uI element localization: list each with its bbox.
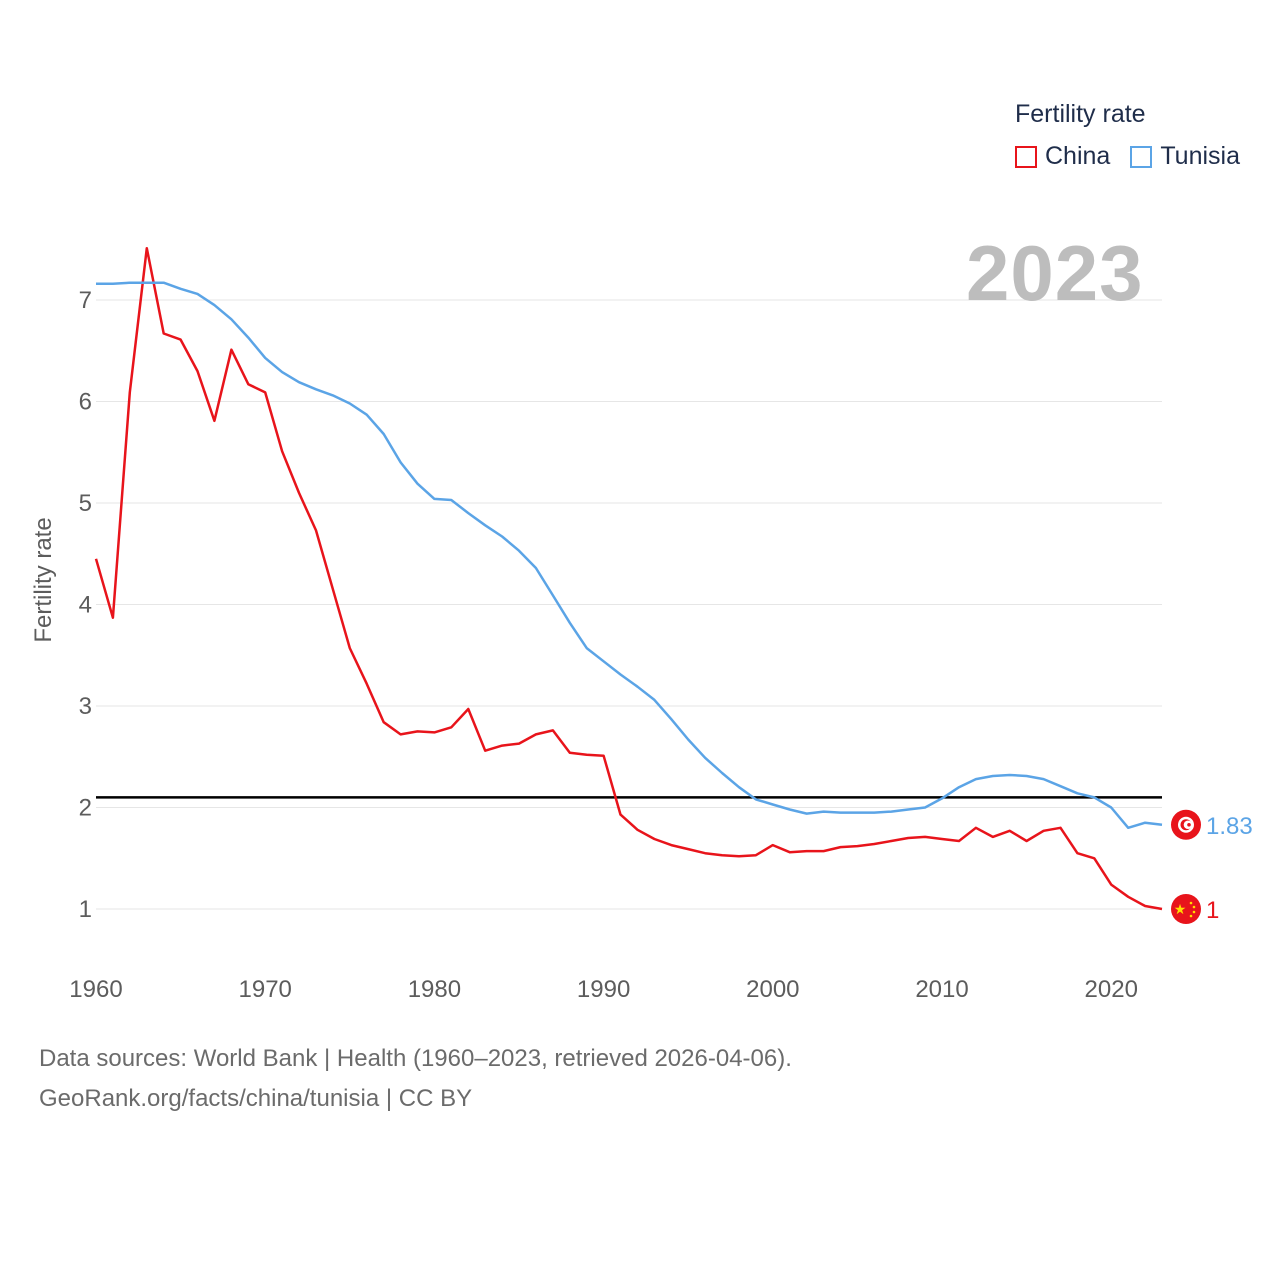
end-markers: ★ 1 1.83	[1171, 809, 1253, 924]
series-line-tunisia	[96, 281, 1163, 830]
x-tick-label-2000: 2000	[746, 976, 799, 1003]
x-tick-label-1960: 1960	[69, 976, 122, 1003]
y-tick-label-6: 6	[79, 389, 92, 416]
x-tick-label-1990: 1990	[577, 976, 630, 1003]
x-tick-label-1970: 1970	[239, 976, 292, 1003]
flag-china-small-star-3	[1189, 914, 1193, 918]
legend-swatch-tunisia	[1130, 145, 1153, 168]
legend-swatch-china	[1015, 145, 1037, 168]
legend-item-tunisia[interactable]: Tunisia	[1130, 142, 1240, 171]
x-tick-label-2010: 2010	[915, 976, 968, 1003]
y-axis-label: Fertility rate	[30, 517, 57, 642]
x-axis-ticks: 1960 1970 1980 1990 2000 2010 2020	[69, 976, 1138, 1003]
flag-china-star: ★	[1174, 901, 1187, 917]
flag-tunisia-star	[1187, 822, 1191, 827]
legend-item-china[interactable]: China	[1015, 142, 1110, 171]
y-tick-label-5: 5	[79, 490, 92, 517]
y-tick-label-7: 7	[79, 287, 92, 314]
legend-label-tunisia: Tunisia	[1160, 142, 1240, 170]
flag-china-small-star-1	[1192, 905, 1196, 909]
y-tick-label-2: 2	[79, 795, 92, 822]
y-tick-label-3: 3	[79, 693, 92, 720]
legend-label-china: China	[1045, 142, 1111, 170]
current-year-label: 2023	[966, 229, 1144, 317]
x-tick-label-1980: 1980	[408, 976, 461, 1003]
series-line-china	[94, 246, 1163, 911]
y-axis-ticks: 1 2 3 4 5 6 7	[79, 287, 92, 923]
y-tick-label-1: 1	[79, 896, 92, 923]
source-line-2[interactable]: GeoRank.org/facts/china/tunisia | CC BY	[39, 1085, 473, 1112]
flag-china-small-star-2	[1192, 910, 1196, 914]
x-tick-label-2020: 2020	[1085, 976, 1138, 1003]
source-line-1: Data sources: World Bank | Health (1960–…	[39, 1045, 792, 1072]
end-value-label-tunisia: 1.83	[1206, 813, 1253, 840]
end-value-label-china: 1	[1206, 897, 1219, 924]
legend-title: Fertility rate	[1015, 100, 1146, 128]
grid-lines	[96, 299, 1162, 910]
legend: China Tunisia	[1015, 142, 1260, 171]
y-tick-label-4: 4	[79, 592, 92, 619]
flag-china-small-star-0	[1189, 901, 1193, 905]
flag-china-icon	[1171, 894, 1201, 924]
series-group	[94, 246, 1163, 911]
